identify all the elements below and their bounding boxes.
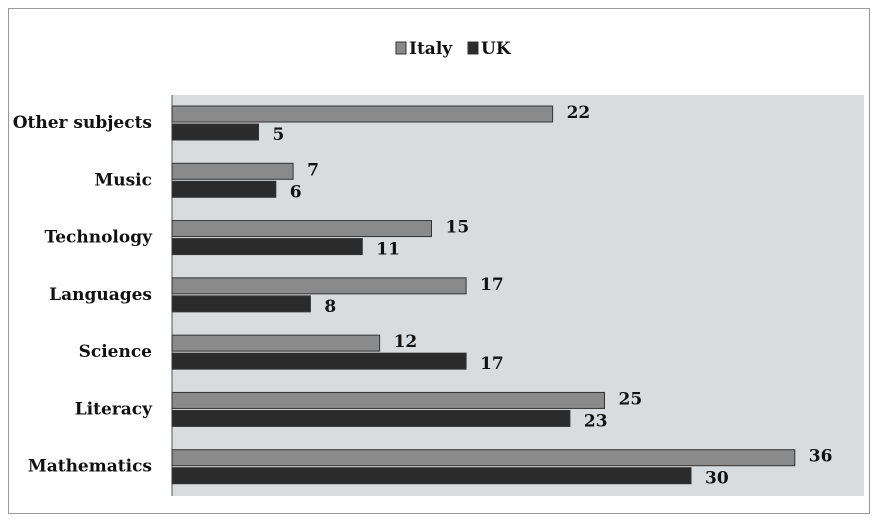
value-label-italy-languages: 17: [480, 275, 504, 295]
bar-uk-languages: [171, 295, 311, 313]
value-label-uk-mathematics: 30: [705, 469, 729, 489]
value-label-uk-technology: 11: [376, 240, 400, 260]
bar-italy-music: [171, 162, 294, 180]
bar-italy-technology: [171, 220, 432, 238]
value-label-uk-science: 17: [480, 354, 504, 374]
bar-italy-literacy: [171, 391, 605, 409]
category-label: Other subjects: [13, 113, 152, 133]
category-label: Science: [79, 342, 153, 362]
category-label: Mathematics: [28, 457, 152, 477]
bar-uk-technology: [171, 238, 363, 256]
legend-label-italy: Italy: [409, 39, 453, 59]
value-label-italy-literacy: 25: [619, 389, 643, 409]
bar-uk-mathematics: [171, 467, 692, 485]
bar-italy-languages: [171, 277, 467, 295]
bar-italy-other-subjects: [171, 105, 554, 123]
value-label-italy-technology: 15: [446, 218, 470, 238]
legend: Italy UK: [395, 39, 512, 59]
category-label: Languages: [49, 285, 152, 305]
value-label-uk-languages: 8: [324, 297, 336, 317]
bar-uk-literacy: [171, 409, 571, 427]
category-label: Literacy: [75, 399, 153, 419]
category-labels: Other subjects Music Technology Language…: [13, 113, 153, 477]
bars-group: [171, 105, 796, 485]
bar-uk-music: [171, 180, 277, 198]
value-label-italy-science: 12: [394, 332, 418, 352]
category-label: Technology: [45, 228, 154, 248]
bar-italy-mathematics: [171, 449, 796, 467]
category-label: Music: [94, 170, 152, 190]
value-label-uk-music: 6: [290, 182, 302, 202]
legend-swatch-uk: [467, 41, 479, 55]
value-label-italy-mathematics: 36: [809, 447, 833, 467]
bar-uk-other-subjects: [171, 123, 259, 141]
value-label-italy-other-subjects: 22: [567, 103, 591, 123]
value-label-uk-other-subjects: 5: [273, 125, 285, 145]
bar-uk-science: [171, 352, 467, 370]
value-labels-group: 22 5 76 15 11 17 8 12 17 25 23 36 30: [273, 103, 833, 489]
bar-italy-science: [171, 334, 381, 352]
legend-label-uk: UK: [481, 39, 512, 59]
value-label-uk-literacy: 23: [584, 411, 608, 431]
value-label-italy-music: 7: [307, 160, 319, 180]
legend-swatch-italy: [395, 41, 407, 55]
